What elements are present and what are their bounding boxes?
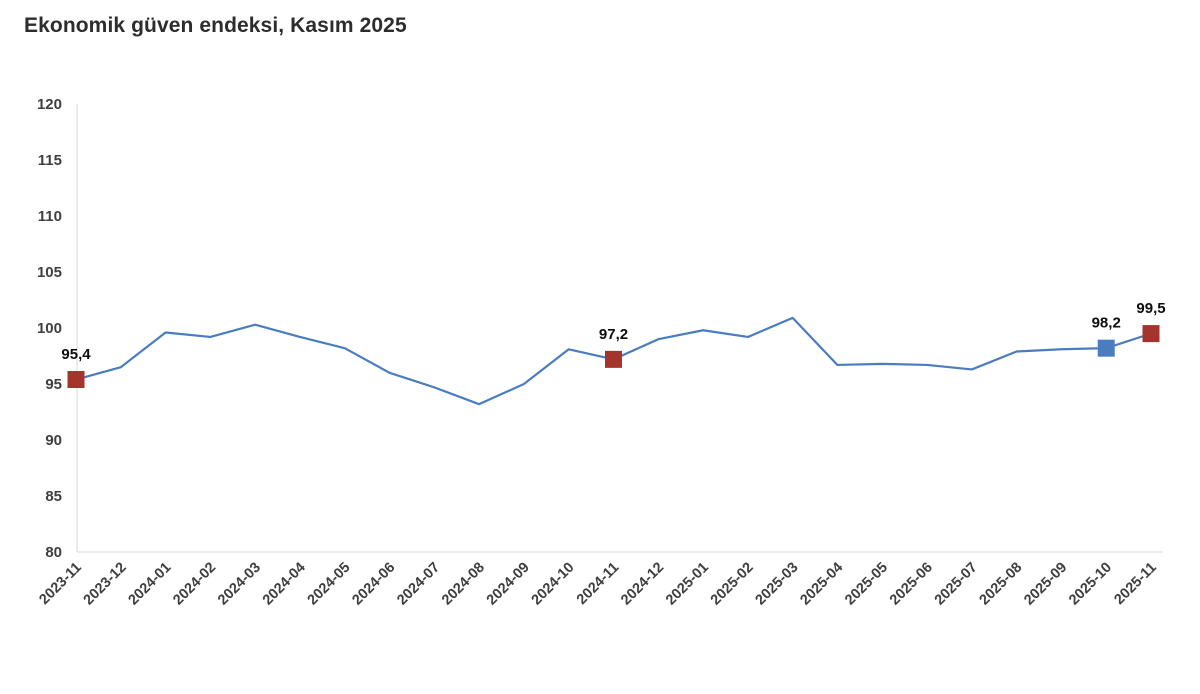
x-tick-label: 2024-06: [349, 560, 398, 609]
x-tick-label: 2024-10: [529, 560, 578, 609]
x-tick-label: 2025-07: [932, 560, 981, 609]
y-tick-label: 100: [37, 320, 62, 337]
data-point-marker: [1142, 325, 1160, 343]
x-tick-label: 2025-11: [1111, 560, 1159, 608]
x-tick-label: 2024-09: [484, 560, 533, 609]
data-point-marker: [605, 350, 622, 368]
y-tick-label: 115: [38, 152, 62, 169]
y-tick-label: 105: [37, 264, 62, 281]
x-tick-label: 2024-11: [574, 560, 622, 608]
x-tick-label: 2024-03: [215, 560, 264, 609]
x-tick-label: 2023-11: [36, 560, 84, 608]
x-tick-label: 2024-05: [305, 560, 354, 609]
x-tick-label: 2025-08: [977, 560, 1026, 609]
x-tick-label: 2025-04: [797, 560, 846, 609]
x-tick-label: 2024-12: [618, 560, 667, 609]
y-tick-label: 90: [45, 432, 62, 449]
data-point-label: 95,4: [61, 346, 91, 363]
x-tick-label: 2025-10: [1066, 560, 1115, 609]
data-point-marker: [67, 371, 85, 389]
x-tick-label: 2025-01: [663, 560, 712, 609]
x-tick-label: 2023-12: [81, 560, 130, 609]
y-tick-label: 85: [45, 488, 62, 505]
y-tick-label: 80: [45, 544, 62, 561]
x-tick-label: 2025-09: [1021, 560, 1070, 609]
x-tick-label: 2025-03: [753, 560, 802, 609]
x-tick-label: 2025-02: [708, 560, 757, 609]
x-tick-label: 2024-04: [260, 560, 309, 609]
y-tick-label: 120: [37, 96, 62, 113]
x-tick-label: 2024-07: [394, 560, 443, 609]
chart-title: Ekonomik güven endeksi, Kasım 2025: [24, 14, 407, 37]
data-point-marker: [1097, 339, 1115, 357]
y-tick-label: 95: [45, 376, 62, 393]
data-point-label: 98,2: [1092, 315, 1121, 332]
x-tick-label: 2025-05: [842, 560, 891, 609]
x-tick-label: 2024-01: [125, 560, 174, 609]
data-point-label: 99,5: [1136, 300, 1165, 317]
y-tick-label: 110: [38, 208, 62, 225]
x-tick-label: 2024-02: [170, 560, 219, 609]
x-tick-label: 2025-06: [887, 560, 936, 609]
x-tick-label: 2024-08: [439, 560, 488, 609]
data-point-label: 97,2: [599, 326, 628, 343]
